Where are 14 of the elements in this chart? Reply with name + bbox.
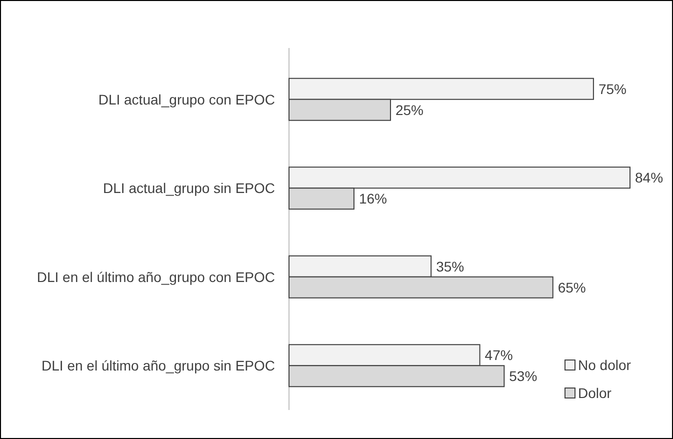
data-label: 35%: [436, 258, 464, 274]
legend-label: Dolor: [578, 385, 612, 401]
data-label: 47%: [484, 347, 513, 364]
y-tick-label: DLI actual_grupo con EPOC: [98, 91, 275, 108]
data-label: 25%: [395, 102, 424, 118]
data-label: 65%: [558, 279, 586, 296]
data-label: 53%: [509, 368, 538, 384]
y-tick-label: DLI en el último año_grupo con EPOC: [36, 268, 275, 285]
y-tick-label: DLI actual_grupo sin EPOC: [103, 180, 275, 196]
data-label: 84%: [635, 170, 664, 186]
y-tick-label: DLI en el último año_grupo sin EPOC: [42, 358, 275, 374]
legend-label: No dolor: [578, 357, 632, 373]
data-label: 75%: [598, 80, 626, 97]
data-label: 16%: [358, 190, 387, 207]
